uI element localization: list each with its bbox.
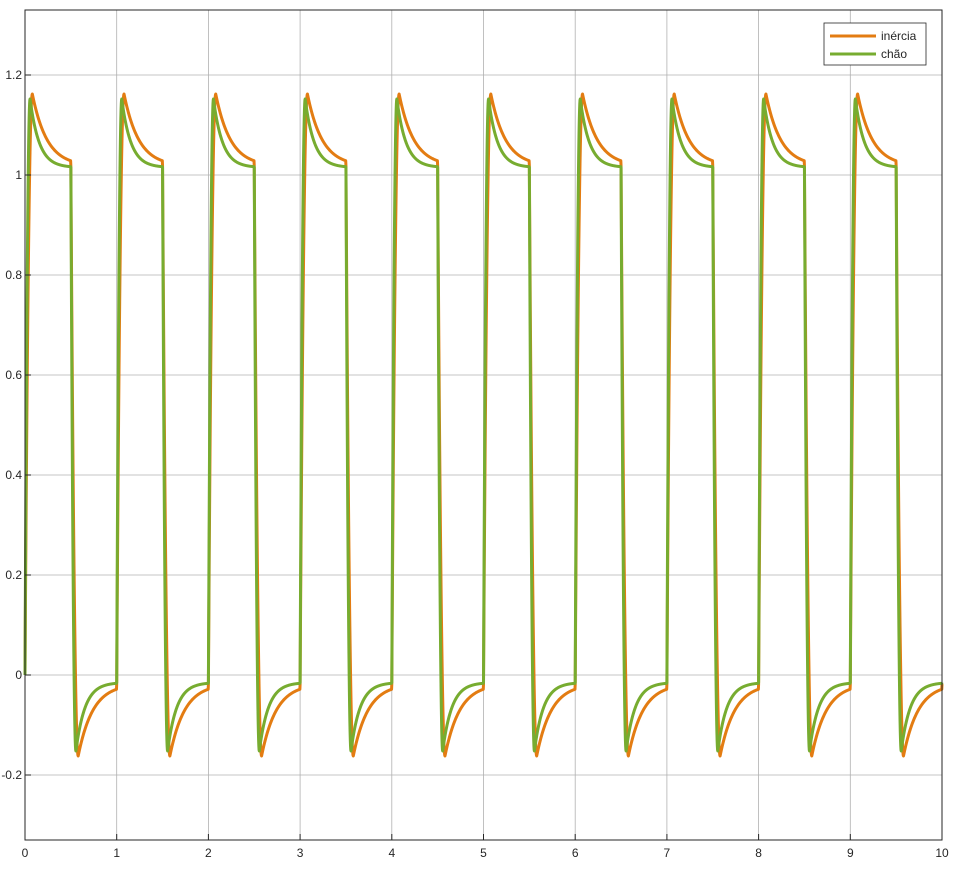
x-tick-label: 3 <box>297 846 304 860</box>
x-tick-label: 8 <box>755 846 762 860</box>
x-tick-label: 0 <box>22 846 29 860</box>
legend-box <box>823 22 927 66</box>
y-tick-label: 0 <box>15 668 22 682</box>
x-tick-label: 6 <box>572 846 579 860</box>
series-line-1 <box>23 97 944 753</box>
y-tick-label: 0.2 <box>5 568 22 582</box>
y-tick-label: 1.2 <box>5 68 22 82</box>
x-tick-label: 10 <box>935 846 949 860</box>
x-tick-label: 1 <box>113 846 120 860</box>
x-tick-label: 7 <box>664 846 671 860</box>
y-tick-label: -0.2 <box>1 768 22 782</box>
legend: inércia chão <box>823 22 927 66</box>
legend-label: chão <box>881 47 907 61</box>
x-tick-label: 5 <box>480 846 487 860</box>
tick-labels: 0 1 2 3 4 5 6 7 8 9 10 -0.2 0 0.2 0.4 0.6 0.8 1 1.2 <box>1 68 949 860</box>
y-tick-label: 0.4 <box>5 468 22 482</box>
y-tick-label: 1 <box>15 168 22 182</box>
y-tick-label: 0.6 <box>5 368 22 382</box>
y-tick-label: 0.8 <box>5 268 22 282</box>
legend-label: inércia <box>881 29 917 43</box>
x-tick-label: 2 <box>205 846 212 860</box>
x-tick-label: 9 <box>847 846 854 860</box>
x-tick-label: 4 <box>388 846 395 860</box>
plot-lines <box>23 92 944 758</box>
